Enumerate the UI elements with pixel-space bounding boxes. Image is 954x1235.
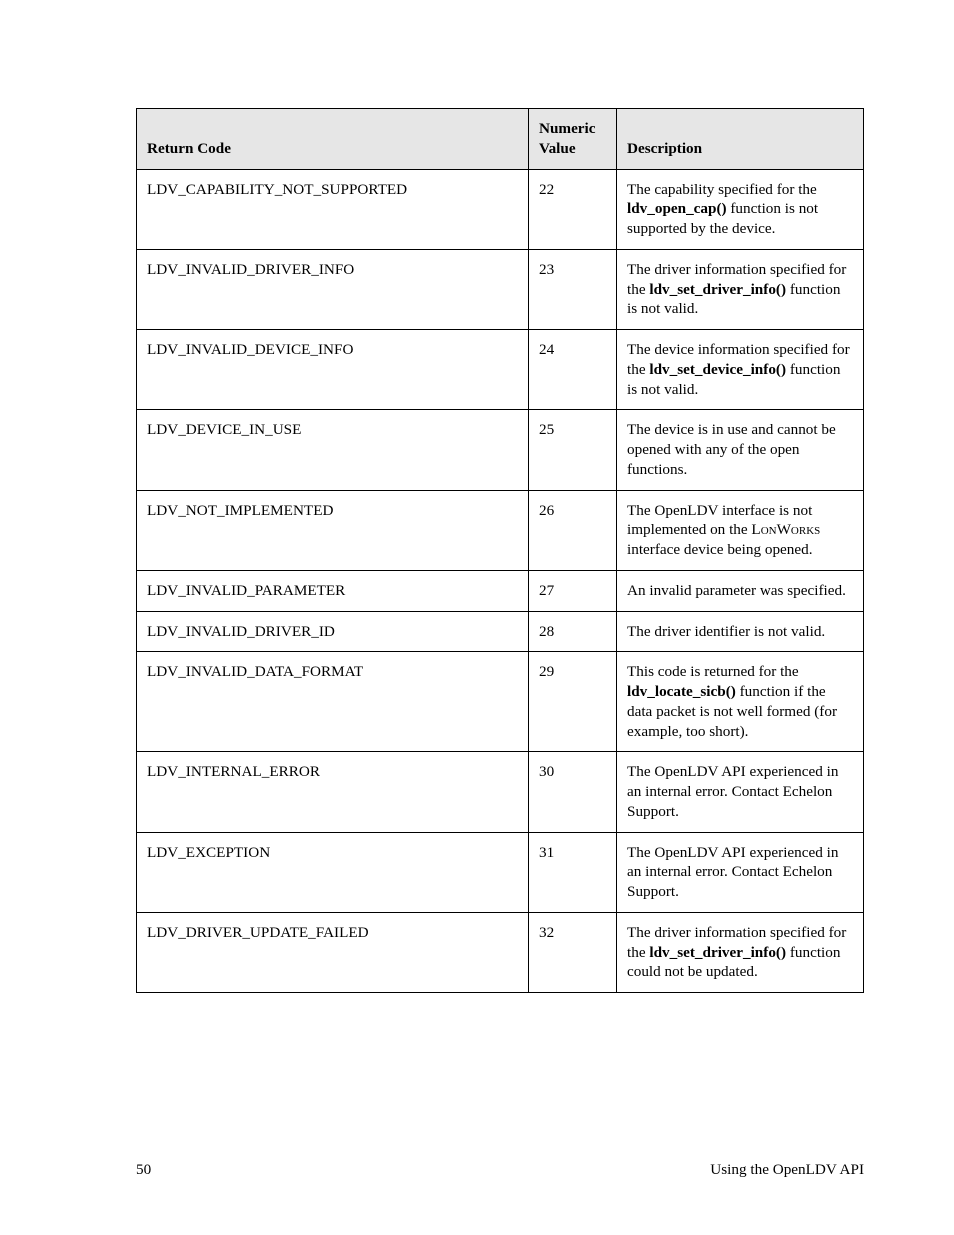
table-row: LDV_INVALID_DRIVER_INFO23The driver info… [137, 249, 864, 329]
table-row: LDV_CAPABILITY_NOT_SUPPORTED22The capabi… [137, 169, 864, 249]
page-footer: 50 Using the OpenLDV API [136, 1161, 864, 1179]
header-return-code: Return Code [137, 109, 529, 170]
numeric-value-cell: 26 [529, 490, 617, 570]
return-code-cell: LDV_INVALID_DRIVER_ID [137, 611, 529, 652]
table-row: LDV_DEVICE_IN_USE25The device is in use … [137, 410, 864, 490]
numeric-value-cell: 29 [529, 652, 617, 752]
table-row: LDV_INVALID_DRIVER_ID28The driver identi… [137, 611, 864, 652]
table-row: LDV_INVALID_DATA_FORMAT29This code is re… [137, 652, 864, 752]
numeric-value-cell: 23 [529, 249, 617, 329]
table-row: LDV_INVALID_PARAMETER27An invalid parame… [137, 570, 864, 611]
return-code-cell: LDV_DEVICE_IN_USE [137, 410, 529, 490]
page-number: 50 [136, 1161, 151, 1179]
table-header-row: Return Code Numeric Value Description [137, 109, 864, 170]
page: Return Code Numeric Value Description LD… [0, 0, 954, 1235]
table-row: LDV_NOT_IMPLEMENTED26The OpenLDV interfa… [137, 490, 864, 570]
section-title: Using the OpenLDV API [710, 1161, 864, 1179]
return-code-cell: LDV_EXCEPTION [137, 832, 529, 912]
return-code-cell: LDV_CAPABILITY_NOT_SUPPORTED [137, 169, 529, 249]
description-cell: The driver information specified for the… [617, 249, 864, 329]
return-code-cell: LDV_INVALID_DRIVER_INFO [137, 249, 529, 329]
table-row: LDV_DRIVER_UPDATE_FAILED32The driver inf… [137, 912, 864, 992]
return-code-cell: LDV_INTERNAL_ERROR [137, 752, 529, 832]
return-code-cell: LDV_NOT_IMPLEMENTED [137, 490, 529, 570]
table-row: LDV_INTERNAL_ERROR30The OpenLDV API expe… [137, 752, 864, 832]
header-description: Description [617, 109, 864, 170]
header-numeric-value: Numeric Value [529, 109, 617, 170]
table-row: LDV_INVALID_DEVICE_INFO24The device info… [137, 330, 864, 410]
description-cell: The OpenLDV interface is not implemented… [617, 490, 864, 570]
description-cell: This code is returned for the ldv_locate… [617, 652, 864, 752]
description-cell: An invalid parameter was specified. [617, 570, 864, 611]
return-code-cell: LDV_DRIVER_UPDATE_FAILED [137, 912, 529, 992]
description-cell: The OpenLDV API experienced in an intern… [617, 832, 864, 912]
description-cell: The driver identifier is not valid. [617, 611, 864, 652]
numeric-value-cell: 28 [529, 611, 617, 652]
description-cell: The capability specified for the ldv_ope… [617, 169, 864, 249]
numeric-value-cell: 30 [529, 752, 617, 832]
return-code-cell: LDV_INVALID_PARAMETER [137, 570, 529, 611]
description-cell: The device is in use and cannot be opene… [617, 410, 864, 490]
numeric-value-cell: 27 [529, 570, 617, 611]
return-code-cell: LDV_INVALID_DEVICE_INFO [137, 330, 529, 410]
numeric-value-cell: 31 [529, 832, 617, 912]
table-row: LDV_EXCEPTION31The OpenLDV API experienc… [137, 832, 864, 912]
numeric-value-cell: 22 [529, 169, 617, 249]
return-codes-table: Return Code Numeric Value Description LD… [136, 108, 864, 993]
numeric-value-cell: 32 [529, 912, 617, 992]
numeric-value-cell: 25 [529, 410, 617, 490]
numeric-value-cell: 24 [529, 330, 617, 410]
return-code-cell: LDV_INVALID_DATA_FORMAT [137, 652, 529, 752]
description-cell: The device information specified for the… [617, 330, 864, 410]
description-cell: The OpenLDV API experienced in an intern… [617, 752, 864, 832]
description-cell: The driver information specified for the… [617, 912, 864, 992]
